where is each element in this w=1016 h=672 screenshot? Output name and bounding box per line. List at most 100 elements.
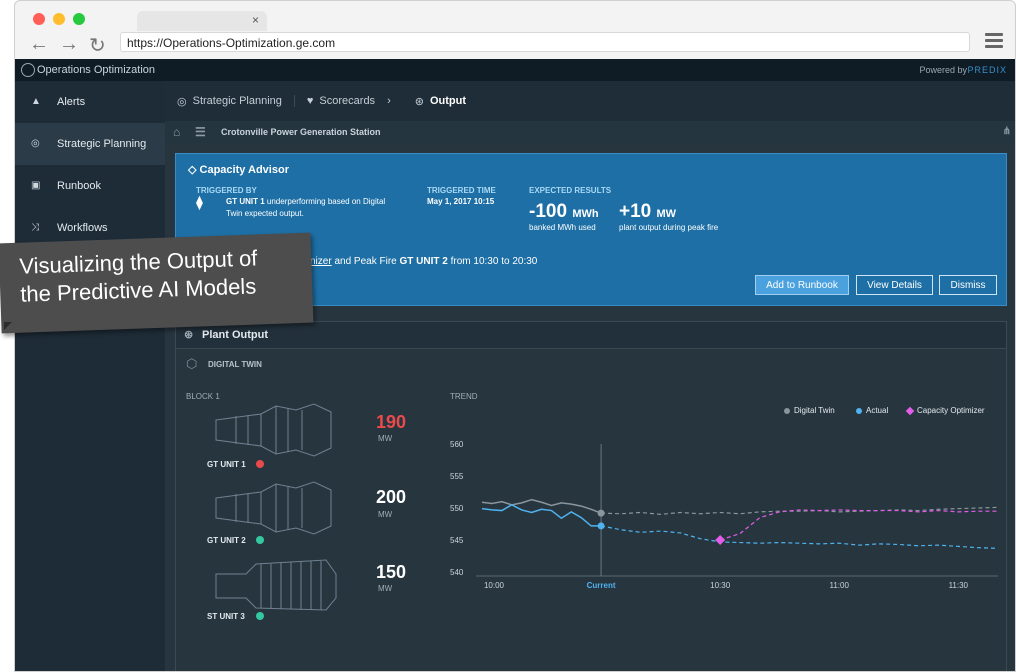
list-icon[interactable]: ☰ (195, 125, 206, 139)
triggered-time: May 1, 2017 10:15 (427, 197, 495, 206)
gt-unit-2-status-dot (256, 536, 264, 544)
action-pre: and Peak Fire (331, 256, 400, 267)
browser-tab[interactable]: × (137, 11, 267, 31)
legend-digital-twin[interactable]: Digital Twin (784, 406, 835, 415)
legend-actual[interactable]: Actual (856, 406, 888, 415)
capacity-advisor-panel: ◇ Capacity Advisor TRIGGERED BY ⧫ GT UNI… (175, 153, 1007, 306)
legend-label: Digital Twin (794, 406, 835, 415)
app-topbar: Operations Optimization Powered by PREDI… (15, 59, 1015, 81)
result2-unit: MW (656, 208, 677, 220)
capacity-optimizer-link[interactable]: nizer (310, 256, 332, 267)
triggered-time-label: TRIGGERED TIME (427, 186, 496, 195)
triggered-text2: Twin expected output. (226, 209, 304, 218)
browser-menu-icon[interactable] (985, 33, 1003, 51)
browser-nav: ← → ↻ (29, 33, 106, 58)
shuffle-icon: ⤨ (31, 222, 39, 233)
main-content: ◎ Strategic Planning ♥ Scorecards › ⊛ Ou… (165, 81, 1015, 671)
x-tick-label: 11:00 (830, 581, 850, 590)
breadcrumb-scorecards[interactable]: ♥ Scorecards › (293, 95, 403, 107)
x-tick-label: 11:30 (949, 581, 969, 590)
x-tick-label: 10:00 (484, 581, 505, 590)
forward-arrow-icon[interactable]: → (59, 33, 79, 55)
x-tick-label: 10:30 (710, 581, 731, 590)
legend-label: Actual (866, 406, 889, 415)
current-point-actual (597, 522, 605, 530)
output-icon: ⊛ (414, 95, 424, 108)
plant-output-panel: ⊛ Plant Output ⬡ DIGITAL TWIN BLOCK 1 TR… (175, 321, 1007, 671)
current-point-digital-twin (597, 509, 605, 517)
x-tick-label: Current (587, 581, 616, 590)
window-controls (33, 13, 85, 25)
triggered-by-text: GT UNIT 1 underperforming based on Digit… (226, 196, 386, 220)
legend-dot-digital-twin (784, 407, 790, 414)
st-unit-3-unit: MW (378, 584, 393, 593)
app-title: Operations Optimization (37, 64, 155, 76)
close-window-button[interactable] (33, 13, 45, 25)
gt-unit-2-unit: MW (378, 510, 393, 519)
view-details-button[interactable]: View Details (856, 275, 933, 295)
legend-capacity-optimizer[interactable]: Capacity Optimizer (905, 406, 985, 415)
add-to-runbook-button[interactable]: Add to Runbook (755, 275, 849, 295)
trend-label: TREND (450, 392, 478, 401)
minimize-window-button[interactable] (53, 13, 65, 25)
series-line-forecast-capacity-optimizer (719, 509, 998, 541)
turbine-diagrams (215, 403, 337, 611)
result2-value: +10 (619, 201, 652, 222)
st-unit-3-diagram (215, 559, 337, 611)
maximize-window-button[interactable] (73, 13, 85, 25)
sidebar-item-strategic-planning[interactable]: ◎ Strategic Planning (15, 123, 165, 165)
predix-logo: PREDIX (967, 65, 1007, 75)
st-unit-3-name: ST UNIT 3 (207, 612, 245, 621)
y-tick-label: 560 (450, 440, 464, 449)
advisor-title-text: Capacity Advisor (199, 164, 289, 176)
tab-close-icon[interactable]: × (251, 13, 259, 27)
advisor-title: ◇ Capacity Advisor (188, 163, 289, 176)
sidebar: ▲ Alerts ◎ Strategic Planning ▣ Runbook … (15, 81, 165, 671)
series-line-forecast-digital-twin (601, 506, 999, 516)
breadcrumb-label: Strategic Planning (192, 95, 282, 107)
breadcrumb-label: Scorecards (319, 95, 376, 107)
result-mw: +10 MW (619, 201, 676, 223)
dismiss-button[interactable]: Dismiss (939, 275, 997, 295)
address-bar[interactable]: https://Operations-Optimization.ge.com (120, 32, 970, 52)
sidebar-item-label: Runbook (57, 180, 102, 192)
series-line-forecast-actual (600, 525, 999, 549)
output-icon: ⊛ (184, 329, 194, 341)
sidebar-item-alerts[interactable]: ▲ Alerts (15, 81, 165, 123)
gt-unit-2-value: 200 (376, 487, 407, 507)
diamond-icon: ◇ (188, 164, 200, 176)
powered-by-label: Powered by (919, 65, 967, 75)
series-line-actual (481, 503, 602, 527)
digital-twin-icon: ⬡ (186, 356, 198, 371)
breadcrumb-output: ⊛ Output (403, 95, 478, 108)
legend-diamond-capacity (905, 406, 915, 415)
y-tick-label: 540 (450, 568, 464, 577)
browser-window: × ← → ↻ https://Operations-Optimization.… (14, 0, 1016, 672)
sidebar-item-runbook[interactable]: ▣ Runbook (15, 165, 165, 207)
block-label: BLOCK 1 (186, 392, 220, 401)
callout-tail (4, 322, 12, 330)
sidebar-item-workflows[interactable]: ⤨ Workflows (15, 207, 165, 249)
station-name: Crotonville Power Generation Station (221, 127, 381, 137)
legend-dot-actual (856, 407, 862, 414)
chevron-right-icon: › (387, 95, 391, 107)
result1-value: -100 (529, 201, 568, 222)
annotation-callout: Visualizing the Output of the Predictive… (0, 232, 314, 334)
home-add-icon[interactable]: ⌂ (173, 125, 181, 139)
triggered-by-label: TRIGGERED BY (196, 186, 257, 195)
breadcrumb-strategic-planning[interactable]: ◎ Strategic Planning (165, 95, 294, 108)
reload-icon[interactable]: ↻ (89, 35, 106, 57)
back-arrow-icon[interactable]: ← (29, 33, 49, 55)
gt-unit-1-diagram (215, 403, 332, 457)
legend-label: Capacity Optimizer (917, 406, 985, 415)
y-tick-label: 555 (450, 472, 464, 481)
action-post: from 10:30 to 20:30 (447, 256, 538, 267)
hierarchy-icon[interactable]: ⋔ (1002, 126, 1011, 137)
gt-unit-2-name: GT UNIT 2 (207, 536, 246, 545)
station-bar: ⌂ ☰ Crotonville Power Generation Station… (165, 121, 1015, 143)
result1-unit: MWh (572, 208, 599, 220)
gt-unit-1-status-dot (256, 460, 264, 468)
triggered-unit: GT UNIT 1 (226, 197, 265, 206)
advisor-action: nizer and Peak Fire GT UNIT 2 from 10:30… (310, 256, 537, 268)
breadcrumb-current: Output (429, 95, 466, 107)
